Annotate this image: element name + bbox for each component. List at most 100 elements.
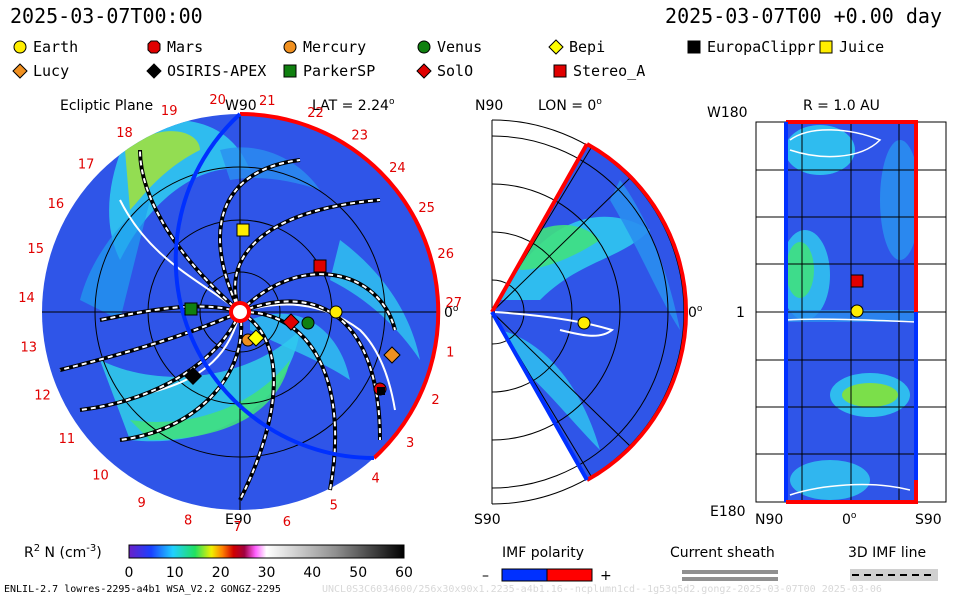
legend-item: Juice <box>818 38 884 56</box>
radial-x-left: N90 <box>755 512 783 528</box>
carrington-label: 5 <box>330 498 338 513</box>
carrington-label: 18 <box>116 126 133 141</box>
earth-marker-meridional <box>577 316 591 330</box>
carrington-label: 4 <box>371 472 379 487</box>
legend-item: Mars <box>146 38 203 56</box>
carrington-label: 3 <box>406 436 414 451</box>
legend-marker-icon <box>416 63 432 79</box>
legend-label: Juice <box>839 38 885 56</box>
sheath-swatch-2 <box>682 577 778 581</box>
legend-label: Venus <box>437 38 483 56</box>
legend-label: ParkerSP <box>303 62 376 80</box>
legend-marker-icon <box>548 39 564 55</box>
imf-line-key: 3D IMF line <box>848 545 938 581</box>
carrington-label: 8 <box>184 514 192 529</box>
colorbar-tick-label: 50 <box>349 565 367 581</box>
legend-item: Stereo_A <box>552 62 645 80</box>
legend-item: Mercury <box>282 38 366 56</box>
ecliptic-bottom-label: E90 <box>225 512 252 528</box>
radial-edge-positive <box>786 120 918 312</box>
lucy-marker <box>383 346 401 364</box>
colorbar-tick-label: 0 <box>125 565 134 581</box>
legend-item: Bepi <box>548 38 605 56</box>
meridional-right-label: 0o <box>688 304 703 321</box>
rim-positive <box>239 111 441 460</box>
legend-item: ParkerSP <box>282 62 375 80</box>
earth-marker-radial <box>850 304 864 318</box>
radial-bottom-left: E180 <box>710 504 746 520</box>
carrington-label: 1 <box>446 346 454 361</box>
ecliptic-top-label: W90 <box>225 98 257 114</box>
polarity-positive-swatch <box>546 568 593 582</box>
carrington-label: 2 <box>431 393 439 408</box>
meridional-bottom-label: S90 <box>474 512 501 528</box>
polarity-negative-swatch <box>501 568 548 582</box>
legend-label: Bepi <box>569 38 606 56</box>
legend-marker-icon <box>819 40 833 54</box>
ecliptic-title: Ecliptic Plane <box>60 98 153 114</box>
carrington-label: 25 <box>418 201 435 216</box>
legend-label: SolO <box>437 62 474 80</box>
legend-label: Lucy <box>33 62 70 80</box>
legend-item: Earth <box>12 38 78 56</box>
meridional-top-label: N90 <box>475 98 503 114</box>
carrington-label: 19 <box>161 104 178 119</box>
legend-marker-icon <box>553 64 567 78</box>
timestamp-title: 2025-03-07T00:00 <box>10 4 203 28</box>
legend-marker-icon <box>13 40 27 54</box>
meridional-lower-edge <box>490 311 589 481</box>
colorbar-tick-label: 30 <box>258 565 276 581</box>
legend-label: Stereo_A <box>573 62 646 80</box>
carrington-label: 10 <box>92 468 109 483</box>
colorbar-tick-label: 40 <box>303 565 321 581</box>
earth-marker <box>329 305 343 319</box>
radial-sheath-top <box>789 129 882 158</box>
legend-label: Mercury <box>303 38 367 56</box>
meridional-upper-edge <box>490 143 589 313</box>
legend-item: EuropaClippr <box>686 38 815 56</box>
sun-icon <box>229 301 251 323</box>
radial-panel: R = 1.0 AU W180 1 E180 N90 0o S90 <box>707 98 947 528</box>
legend-item: OSIRIS-APEX <box>146 62 266 80</box>
radial-x-mid: 0o <box>842 511 857 528</box>
legend-label: Earth <box>33 38 79 56</box>
venus-marker <box>301 316 315 330</box>
radial-title: R = 1.0 AU <box>803 98 880 114</box>
carrington-label: 23 <box>351 129 368 144</box>
stereo-a-marker <box>313 259 327 273</box>
radial-sheath-mid <box>785 318 917 323</box>
colorbar-label: R2 N (cm-3) <box>24 543 102 561</box>
radial-mid-left: 1 <box>736 305 745 321</box>
carrington-label: 15 <box>27 242 44 257</box>
legend-label: Mars <box>167 38 204 56</box>
legend-marker-icon <box>283 40 297 54</box>
carrington-label: 16 <box>48 197 65 212</box>
carrington-label: 7 <box>233 520 241 535</box>
legend-label: EuropaClippr <box>707 38 816 56</box>
rim-negative <box>173 112 375 461</box>
radial-sheath-bottom <box>789 483 911 496</box>
colorbar-tick-label: 60 <box>395 565 413 581</box>
solo-marker <box>282 313 300 331</box>
carrington-label: 20 <box>209 93 226 108</box>
carrington-label: 24 <box>389 161 406 176</box>
legend-marker-icon <box>283 64 297 78</box>
stereo-a-marker-radial <box>850 274 864 288</box>
carrington-label: 11 <box>59 432 76 447</box>
legend-marker-icon <box>147 40 161 54</box>
current-sheath-key: Current sheath <box>670 545 778 581</box>
carrington-label: 26 <box>437 247 454 262</box>
carrington-label: 14 <box>18 291 35 306</box>
carrington-label: 9 <box>138 496 146 511</box>
meridional-grid <box>491 119 685 505</box>
density-colorbar: R2 N (cm-3) 0 10 20 30 40 50 60 <box>24 543 413 581</box>
imf-line-label: 3D IMF line <box>848 545 926 561</box>
carrington-label: 6 <box>283 515 291 530</box>
carrington-label: 21 <box>259 94 276 109</box>
bepi-marker <box>247 329 265 347</box>
legend-marker-icon <box>12 63 28 79</box>
model-footer: ENLIL-2.7 lowres-2295-a4b1 WSA_V2.2 GONG… <box>4 584 281 595</box>
polarity-minus: – <box>482 568 489 584</box>
carrington-label: 13 <box>21 341 38 356</box>
